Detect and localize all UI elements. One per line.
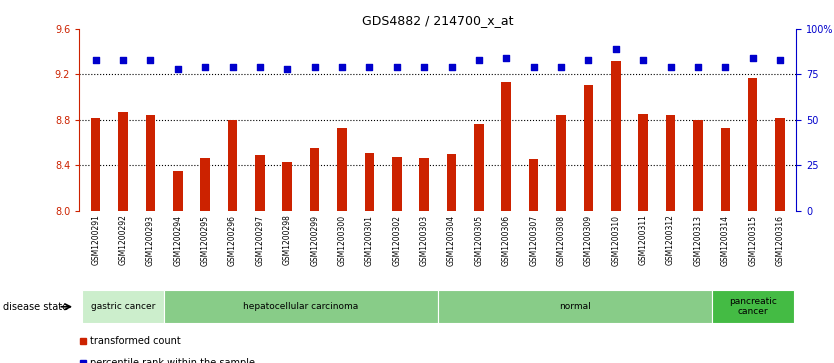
Bar [164,290,438,323]
Point [117,57,130,63]
Point [390,64,404,70]
Text: GSM1200303: GSM1200303 [420,215,429,266]
Bar [173,171,183,211]
Bar [310,148,319,211]
Bar [228,120,238,211]
Bar [200,158,210,211]
Text: GDS4882 / 214700_x_at: GDS4882 / 214700_x_at [362,15,514,28]
Text: GSM1200312: GSM1200312 [666,215,675,265]
Bar [711,290,794,323]
Bar [611,61,620,211]
Point [335,64,349,70]
Text: GSM1200295: GSM1200295 [201,215,209,265]
Point [636,57,650,63]
Bar [91,118,100,211]
Bar [474,124,484,211]
Bar [255,155,264,211]
Bar [283,162,292,211]
Point [555,64,568,70]
Point [280,66,294,72]
Text: GSM1200298: GSM1200298 [283,215,292,265]
Text: GSM1200305: GSM1200305 [475,215,484,266]
Bar [438,290,711,323]
Bar [118,112,128,211]
Bar [337,128,347,211]
Bar [420,158,429,211]
Text: GSM1200293: GSM1200293 [146,215,155,265]
Bar [721,128,730,211]
Text: normal: normal [559,302,590,311]
Text: GSM1200291: GSM1200291 [91,215,100,265]
Text: GSM1200310: GSM1200310 [611,215,620,265]
Text: GSM1200314: GSM1200314 [721,215,730,265]
Text: transformed count: transformed count [90,336,180,346]
Bar [638,114,648,211]
Point [527,64,540,70]
Point [363,64,376,70]
Bar [693,120,703,211]
Point [445,64,458,70]
Point [582,57,595,63]
Bar [776,118,785,211]
Bar [364,153,374,211]
Bar [447,154,456,211]
Point [418,64,431,70]
Bar [82,290,164,323]
Text: percentile rank within the sample: percentile rank within the sample [90,358,254,363]
Text: hepatocellular carcinoma: hepatocellular carcinoma [244,302,359,311]
Text: pancreatic
cancer: pancreatic cancer [729,297,776,317]
Point [89,57,103,63]
Text: GSM1200302: GSM1200302 [392,215,401,265]
Point [691,64,705,70]
Bar [501,82,511,211]
Text: GSM1200315: GSM1200315 [748,215,757,265]
Point [773,57,786,63]
Text: GSM1200292: GSM1200292 [118,215,128,265]
Point [719,64,732,70]
Text: GSM1200308: GSM1200308 [556,215,565,265]
Bar [556,115,565,211]
Point [308,64,321,70]
Text: GSM1200311: GSM1200311 [639,215,648,265]
Text: GSM1200301: GSM1200301 [365,215,374,265]
Bar [529,159,539,211]
Text: disease state: disease state [3,302,68,312]
Text: GSM1200300: GSM1200300 [338,215,347,266]
Text: GSM1200306: GSM1200306 [502,215,510,266]
Bar [666,115,676,211]
Text: GSM1200297: GSM1200297 [255,215,264,265]
Point [143,57,157,63]
Text: GSM1200294: GSM1200294 [173,215,183,265]
Bar [392,157,402,211]
Point [609,46,622,52]
Point [198,64,212,70]
Point [254,64,267,70]
Text: GSM1200296: GSM1200296 [228,215,237,265]
Point [500,55,513,61]
Text: GSM1200307: GSM1200307 [529,215,538,266]
Point [472,57,485,63]
Text: GSM1200299: GSM1200299 [310,215,319,265]
Text: GSM1200313: GSM1200313 [693,215,702,265]
Text: GSM1200316: GSM1200316 [776,215,785,265]
Point [226,64,239,70]
Bar [584,85,593,211]
Text: gastric cancer: gastric cancer [91,302,155,311]
Point [664,64,677,70]
Point [171,66,184,72]
Bar [748,78,757,211]
Point [746,55,759,61]
Bar [146,115,155,211]
Text: GSM1200304: GSM1200304 [447,215,456,266]
Text: GSM1200309: GSM1200309 [584,215,593,266]
